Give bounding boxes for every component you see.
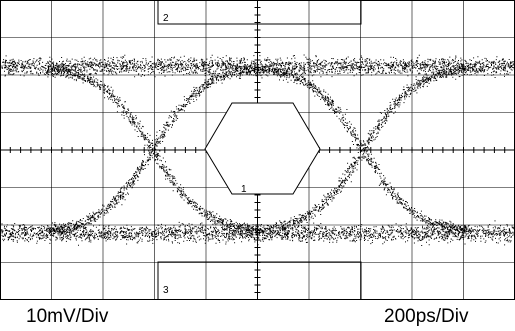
eye-diagram-traces (1, 54, 515, 246)
oscilloscope-screen: 2 1 3 (0, 0, 515, 300)
mask-top-region (157, 0, 362, 25)
vertical-scale-label: 10mV/Div (26, 306, 109, 327)
mask-label-bottom: 3 (163, 285, 169, 296)
mask-bottom-region (157, 261, 362, 300)
mask-label-center: 1 (241, 184, 247, 195)
horizontal-scale-label: 200ps/Div (384, 306, 469, 327)
eye-trace-samples (1, 54, 515, 246)
mask-label-top: 2 (163, 13, 169, 24)
mask-center-hexagon (204, 102, 321, 195)
